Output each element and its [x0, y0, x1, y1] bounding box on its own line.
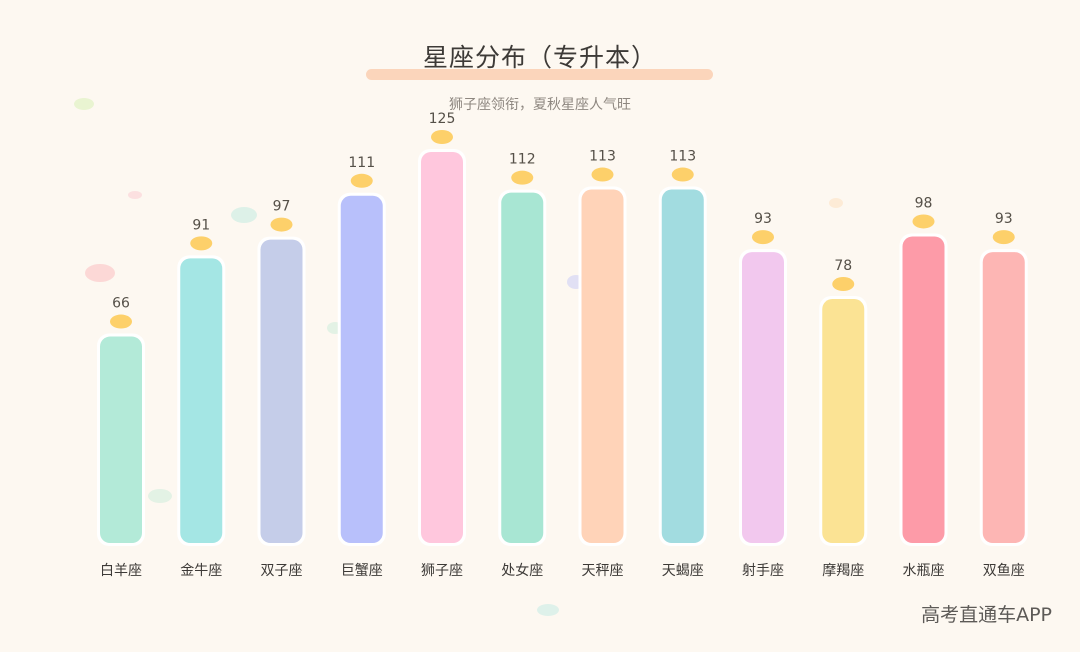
- title-underline: [366, 69, 713, 80]
- decor-bubble: [148, 489, 172, 503]
- value-dot: [511, 170, 534, 185]
- data-label: 113: [669, 149, 696, 165]
- value-dot: [270, 217, 293, 232]
- value-dot: [752, 230, 774, 245]
- data-label: 78: [834, 258, 852, 274]
- data-label: 113: [589, 149, 616, 165]
- x-tick-label: 金牛座: [180, 563, 222, 579]
- bar: [340, 195, 383, 544]
- bar: [421, 152, 463, 543]
- x-tick-label: 天秤座: [582, 563, 624, 579]
- value-dot: [671, 167, 694, 182]
- decor-bubble: [829, 198, 843, 208]
- value-dot: [992, 230, 1015, 245]
- x-tick-label: 双子座: [261, 563, 303, 579]
- x-tick-label: 巨蟹座: [341, 563, 383, 579]
- bar: [180, 258, 223, 543]
- decor-bubble: [231, 207, 257, 223]
- bar: [501, 192, 544, 543]
- data-label: 111: [348, 155, 375, 171]
- bar: [100, 336, 142, 543]
- bar: [260, 239, 303, 544]
- data-label: 66: [112, 296, 130, 312]
- x-tick-label: 狮子座: [421, 563, 463, 579]
- x-tick-label: 处女座: [501, 562, 543, 579]
- decor-bubble: [74, 98, 94, 110]
- data-label: 98: [915, 195, 933, 211]
- bar: [661, 189, 704, 543]
- decor-bubble: [128, 191, 142, 199]
- x-tick-label: 白羊座: [100, 563, 142, 579]
- value-dot: [912, 214, 935, 229]
- x-tick-label: 天蝎座: [662, 563, 704, 579]
- x-tick-label: 水瓶座: [903, 563, 945, 579]
- bar: [982, 252, 1025, 543]
- value-dot: [832, 277, 855, 292]
- bar: [581, 189, 624, 543]
- data-label: 97: [273, 199, 291, 215]
- x-tick-label: 摩羯座: [822, 562, 864, 579]
- x-tick-label: 双鱼座: [983, 562, 1025, 579]
- bars-group: 66 白羊座 91 金牛座 97 双子座 111 巨蟹座 125 狮子座 112 处女座 113 天秤座 1…: [97, 111, 1028, 579]
- data-label: 125: [429, 111, 456, 127]
- data-label: 112: [509, 152, 536, 168]
- watermark: 高考直通车APP: [921, 604, 1052, 626]
- data-label: 91: [192, 217, 210, 233]
- data-label: 93: [754, 211, 772, 227]
- data-label: 93: [995, 211, 1013, 227]
- value-dot: [350, 173, 373, 188]
- chart-title: 星座分布（专升本）: [422, 43, 657, 72]
- decor-bubble: [85, 264, 115, 282]
- value-dot: [591, 167, 614, 182]
- decor-bubble: [537, 604, 559, 616]
- bar: [902, 236, 945, 543]
- bar: [742, 252, 784, 543]
- bar: [822, 299, 865, 543]
- chart-subtitle: 狮子座领衔，夏秋星座人气旺: [449, 97, 631, 113]
- value-dot: [110, 314, 132, 329]
- value-dot: [431, 130, 453, 144]
- value-dot: [190, 236, 213, 251]
- x-tick-label: 射手座: [742, 563, 784, 579]
